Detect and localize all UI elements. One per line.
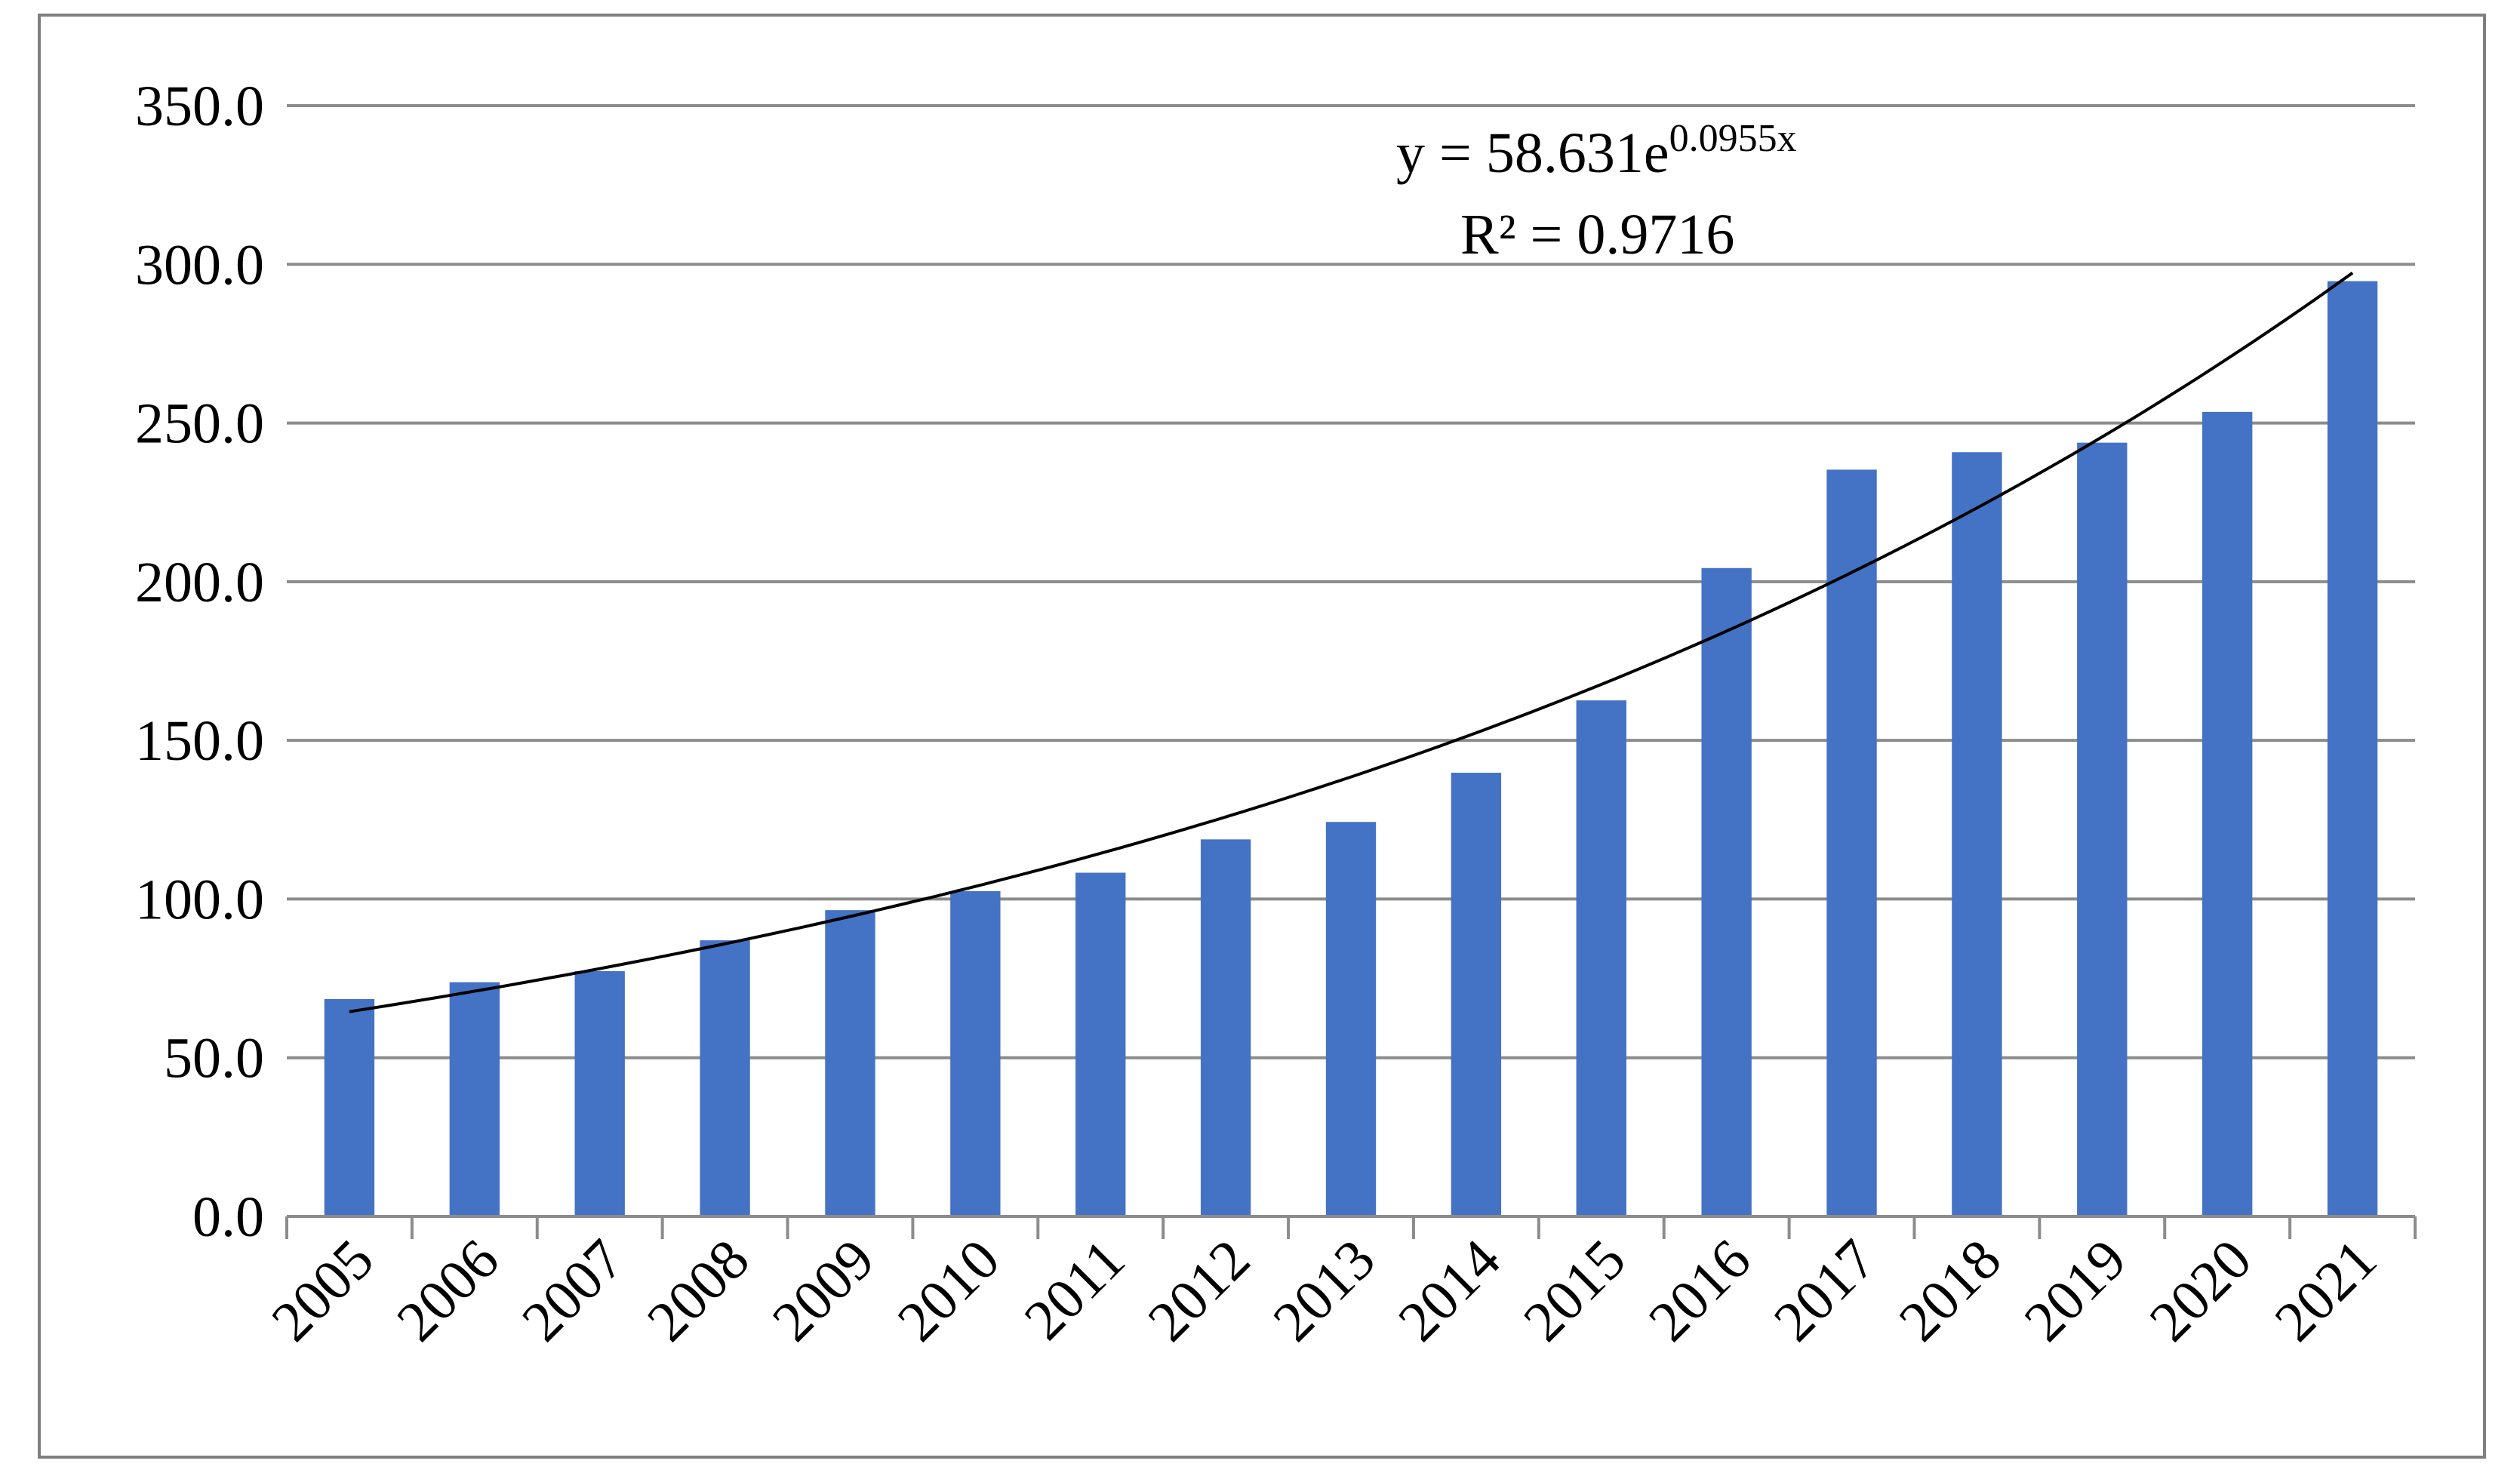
equation-exponent: 0.0955x [1669, 117, 1797, 160]
exponential-trendline [349, 271, 2354, 1013]
bar-2016 [1701, 567, 1752, 1216]
bar-2006 [449, 982, 500, 1216]
trendline-equation: y = 58.631e0.0955x [1396, 117, 1797, 185]
x-axis [285, 1215, 2417, 1239]
r-squared-label: R² = 0.9716 [1460, 203, 1734, 266]
y-tick-label: 250.0 [135, 392, 264, 456]
bar-2013 [1325, 822, 1377, 1216]
y-tick-label: 300.0 [135, 233, 264, 297]
y-tick-label: 150.0 [135, 709, 264, 773]
bar-2019 [2077, 442, 2128, 1216]
bar-2015 [1576, 700, 1626, 1216]
y-tick-label: 200.0 [135, 551, 264, 614]
bar-2005 [324, 998, 375, 1216]
bar-2021 [2327, 281, 2378, 1217]
bar-2008 [700, 940, 750, 1216]
y-tick-label: 100.0 [135, 868, 264, 931]
y-axis-tick-labels: 0.0 50.0 100.0 150.0 200.0 250.0 300.0 350.0 [135, 75, 264, 1249]
bar-2009 [825, 910, 875, 1216]
y-tick-label: 50.0 [164, 1027, 264, 1090]
bar-2007 [574, 970, 625, 1216]
bar-2018 [1952, 452, 2002, 1216]
bar-2012 [1200, 839, 1251, 1216]
bar-2014 [1451, 773, 1502, 1216]
bar-2011 [1075, 872, 1126, 1216]
bar-2017 [1826, 469, 1877, 1216]
y-tick-label: 0.0 [192, 1185, 264, 1249]
y-tick-label: 350.0 [135, 75, 264, 138]
equation-base: y = 58.631e [1396, 121, 1669, 185]
bars [324, 281, 2378, 1217]
gridlines [287, 104, 2415, 1059]
bar-2020 [2202, 411, 2253, 1216]
bar-2010 [950, 890, 1001, 1216]
trendline-annotation: y = 58.631e0.0955x R² = 0.9716 [1396, 117, 1797, 266]
